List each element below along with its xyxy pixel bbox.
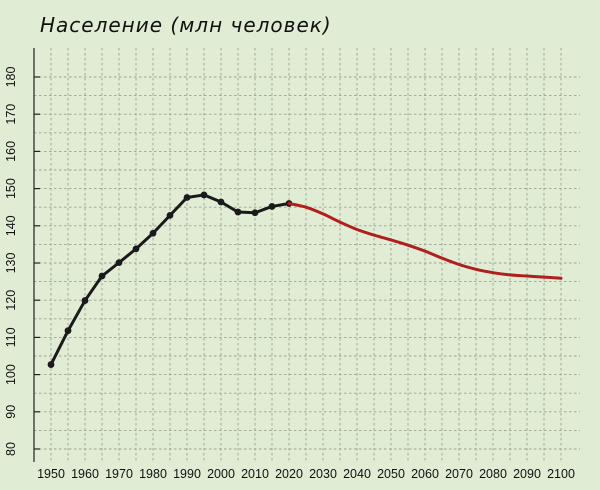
x-tick-label: 1960 — [71, 467, 99, 481]
y-tick-label: 170 — [4, 104, 18, 125]
data-point — [234, 208, 242, 216]
y-axis-ticks: 80 90 100 110 120 130 140 150 160 170 180 — [4, 67, 40, 456]
y-tick-label: 80 — [4, 442, 18, 456]
x-tick-label: 2060 — [411, 467, 439, 481]
x-tick-label: 2070 — [445, 467, 473, 481]
x-tick-label: 1970 — [105, 467, 133, 481]
series-projection — [287, 201, 563, 280]
x-tick-label: 2100 — [547, 467, 575, 481]
data-point — [149, 229, 157, 237]
y-tick-label: 120 — [4, 290, 18, 311]
data-point — [268, 203, 276, 210]
y-tick-label: 160 — [4, 141, 18, 162]
x-tick-label: 2020 — [275, 467, 303, 481]
y-tick-label: 130 — [4, 253, 18, 274]
x-tick-label: 2010 — [241, 467, 269, 481]
y-tick-label: 150 — [4, 178, 18, 199]
x-tick-label: 2040 — [343, 467, 371, 481]
y-tick-label: 180 — [4, 67, 18, 88]
data-point — [217, 198, 225, 206]
x-tick-label: 1980 — [139, 467, 167, 481]
x-tick-label: 2050 — [377, 467, 405, 481]
data-point — [115, 259, 123, 267]
chart-title: Население (млн человек) — [40, 13, 332, 37]
data-point — [183, 194, 191, 201]
data-point — [251, 209, 259, 217]
data-point — [81, 297, 89, 304]
x-tick-label: 1950 — [37, 467, 65, 481]
data-point — [98, 272, 106, 280]
data-point — [166, 211, 174, 219]
x-tick-label: 2030 — [309, 467, 337, 481]
data-point — [47, 361, 55, 368]
x-tick-label: 2080 — [479, 467, 507, 481]
grid-lines — [34, 48, 580, 462]
series-historical — [47, 191, 293, 368]
x-axis-ticks: 1950 1960 1970 1980 1990 2000 2010 2020 2030 2040… — [37, 467, 575, 481]
data-point — [64, 327, 72, 335]
x-tick-label: 2090 — [513, 467, 541, 481]
y-tick-label: 90 — [4, 405, 18, 419]
data-point — [200, 191, 208, 199]
y-tick-label: 140 — [4, 215, 18, 236]
y-tick-label: 100 — [4, 364, 18, 385]
series-line-projection — [287, 201, 563, 280]
x-tick-label: 2000 — [207, 467, 235, 481]
y-tick-label: 110 — [4, 327, 18, 347]
data-point — [132, 245, 140, 253]
x-tick-label: 1990 — [173, 467, 201, 481]
